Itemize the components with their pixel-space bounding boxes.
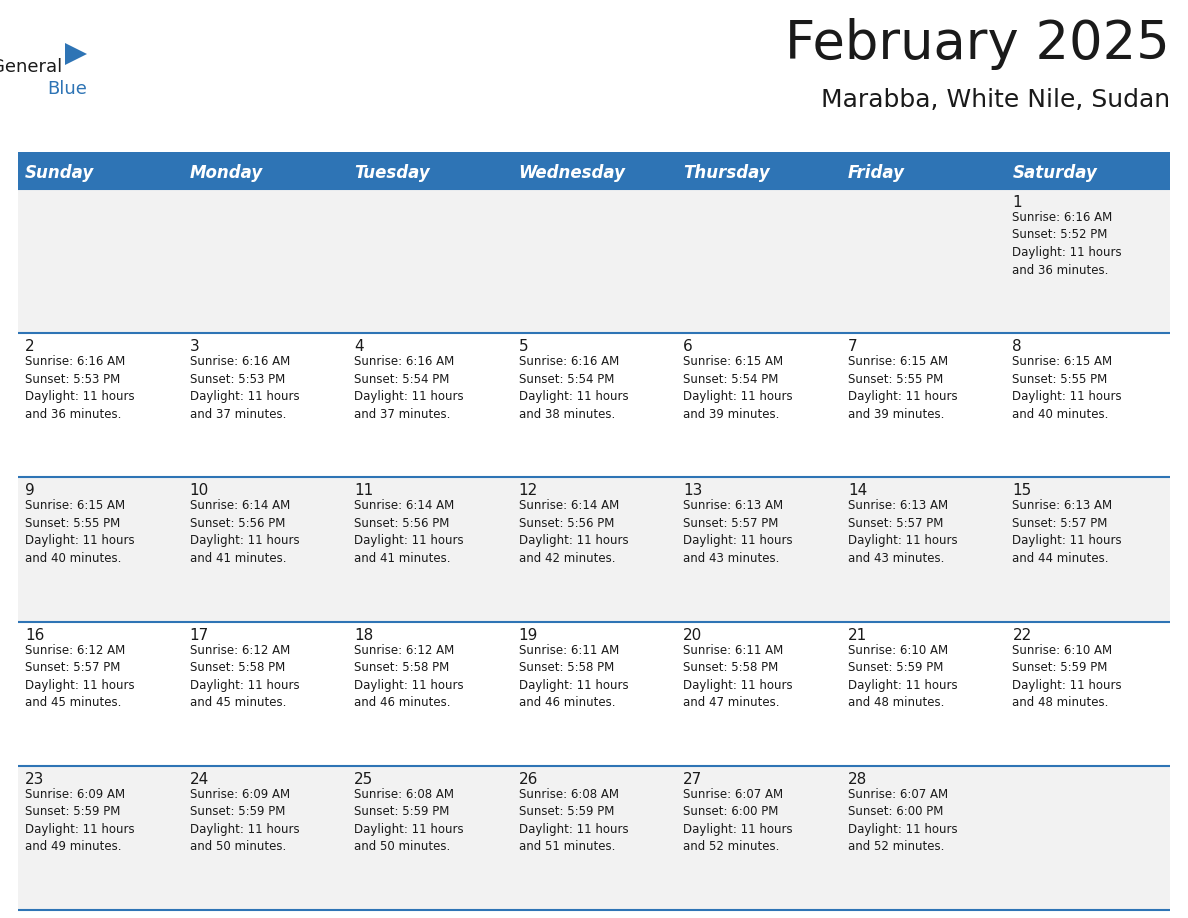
Text: Sunrise: 6:08 AM
Sunset: 5:59 PM
Daylight: 11 hours
and 50 minutes.: Sunrise: 6:08 AM Sunset: 5:59 PM Dayligh… [354,788,463,854]
Bar [18,189,1170,333]
Text: Sunrise: 6:14 AM
Sunset: 5:56 PM
Daylight: 11 hours
and 41 minutes.: Sunrise: 6:14 AM Sunset: 5:56 PM Dayligh… [354,499,463,565]
Text: 1: 1 [1012,195,1022,210]
Text: Sunrise: 6:12 AM
Sunset: 5:57 PM
Daylight: 11 hours
and 45 minutes.: Sunrise: 6:12 AM Sunset: 5:57 PM Dayligh… [25,644,134,709]
Text: 22: 22 [1012,628,1031,643]
Bar [18,621,1170,766]
Text: Thursday: Thursday [683,164,770,182]
Text: 14: 14 [848,484,867,498]
Text: Sunrise: 6:11 AM
Sunset: 5:58 PM
Daylight: 11 hours
and 47 minutes.: Sunrise: 6:11 AM Sunset: 5:58 PM Dayligh… [683,644,792,709]
Text: 10: 10 [190,484,209,498]
Text: Sunrise: 6:13 AM
Sunset: 5:57 PM
Daylight: 11 hours
and 43 minutes.: Sunrise: 6:13 AM Sunset: 5:57 PM Dayligh… [683,499,792,565]
Text: 15: 15 [1012,484,1031,498]
Text: Sunrise: 6:14 AM
Sunset: 5:56 PM
Daylight: 11 hours
and 41 minutes.: Sunrise: 6:14 AM Sunset: 5:56 PM Dayligh… [190,499,299,565]
Text: Sunrise: 6:15 AM
Sunset: 5:55 PM
Daylight: 11 hours
and 40 minutes.: Sunrise: 6:15 AM Sunset: 5:55 PM Dayligh… [25,499,134,565]
Text: 16: 16 [25,628,44,643]
Text: Friday: Friday [848,164,905,182]
Text: Sunrise: 6:16 AM
Sunset: 5:54 PM
Daylight: 11 hours
and 37 minutes.: Sunrise: 6:16 AM Sunset: 5:54 PM Dayligh… [354,355,463,420]
Text: 7: 7 [848,339,858,354]
Bar [1005,157,1170,189]
Text: Sunrise: 6:12 AM
Sunset: 5:58 PM
Daylight: 11 hours
and 46 minutes.: Sunrise: 6:12 AM Sunset: 5:58 PM Dayligh… [354,644,463,709]
Text: Sunrise: 6:16 AM
Sunset: 5:54 PM
Daylight: 11 hours
and 38 minutes.: Sunrise: 6:16 AM Sunset: 5:54 PM Dayligh… [519,355,628,420]
Text: 27: 27 [683,772,702,787]
Text: General: General [0,58,62,76]
Text: Sunrise: 6:13 AM
Sunset: 5:57 PM
Daylight: 11 hours
and 43 minutes.: Sunrise: 6:13 AM Sunset: 5:57 PM Dayligh… [848,499,958,565]
Text: Sunrise: 6:07 AM
Sunset: 6:00 PM
Daylight: 11 hours
and 52 minutes.: Sunrise: 6:07 AM Sunset: 6:00 PM Dayligh… [683,788,792,854]
Text: Sunrise: 6:09 AM
Sunset: 5:59 PM
Daylight: 11 hours
and 50 minutes.: Sunrise: 6:09 AM Sunset: 5:59 PM Dayligh… [190,788,299,854]
Text: Saturday: Saturday [1012,164,1098,182]
Text: Sunrise: 6:10 AM
Sunset: 5:59 PM
Daylight: 11 hours
and 48 minutes.: Sunrise: 6:10 AM Sunset: 5:59 PM Dayligh… [1012,644,1121,709]
Text: Tuesday: Tuesday [354,164,430,182]
Text: 5: 5 [519,339,529,354]
Text: 8: 8 [1012,339,1022,354]
Text: Marabba, White Nile, Sudan: Marabba, White Nile, Sudan [821,88,1170,112]
Text: 19: 19 [519,628,538,643]
Text: 21: 21 [848,628,867,643]
Text: Sunrise: 6:14 AM
Sunset: 5:56 PM
Daylight: 11 hours
and 42 minutes.: Sunrise: 6:14 AM Sunset: 5:56 PM Dayligh… [519,499,628,565]
Text: Sunrise: 6:07 AM
Sunset: 6:00 PM
Daylight: 11 hours
and 52 minutes.: Sunrise: 6:07 AM Sunset: 6:00 PM Dayligh… [848,788,958,854]
Text: Sunrise: 6:16 AM
Sunset: 5:52 PM
Daylight: 11 hours
and 36 minutes.: Sunrise: 6:16 AM Sunset: 5:52 PM Dayligh… [1012,211,1121,276]
Text: Sunday: Sunday [25,164,94,182]
Text: Sunrise: 6:16 AM
Sunset: 5:53 PM
Daylight: 11 hours
and 36 minutes.: Sunrise: 6:16 AM Sunset: 5:53 PM Dayligh… [25,355,134,420]
Text: 26: 26 [519,772,538,787]
Text: 12: 12 [519,484,538,498]
Bar [18,333,1170,477]
Bar [18,766,1170,910]
Text: Sunrise: 6:12 AM
Sunset: 5:58 PM
Daylight: 11 hours
and 45 minutes.: Sunrise: 6:12 AM Sunset: 5:58 PM Dayligh… [190,644,299,709]
Text: February 2025: February 2025 [785,18,1170,70]
Text: 4: 4 [354,339,364,354]
Text: 9: 9 [25,484,34,498]
Text: 24: 24 [190,772,209,787]
Text: Wednesday: Wednesday [519,164,626,182]
Text: Sunrise: 6:09 AM
Sunset: 5:59 PM
Daylight: 11 hours
and 49 minutes.: Sunrise: 6:09 AM Sunset: 5:59 PM Dayligh… [25,788,134,854]
Text: 23: 23 [25,772,44,787]
Text: Sunrise: 6:08 AM
Sunset: 5:59 PM
Daylight: 11 hours
and 51 minutes.: Sunrise: 6:08 AM Sunset: 5:59 PM Dayligh… [519,788,628,854]
Text: Sunrise: 6:15 AM
Sunset: 5:55 PM
Daylight: 11 hours
and 39 minutes.: Sunrise: 6:15 AM Sunset: 5:55 PM Dayligh… [848,355,958,420]
Bar [18,477,1170,621]
Bar [18,157,183,189]
Text: 17: 17 [190,628,209,643]
Text: 18: 18 [354,628,373,643]
Text: Monday: Monday [190,164,263,182]
Text: 2: 2 [25,339,34,354]
Bar [347,157,512,189]
Polygon shape [65,43,87,65]
Text: 11: 11 [354,484,373,498]
Text: Blue: Blue [48,80,87,98]
Text: 25: 25 [354,772,373,787]
Text: Sunrise: 6:15 AM
Sunset: 5:55 PM
Daylight: 11 hours
and 40 minutes.: Sunrise: 6:15 AM Sunset: 5:55 PM Dayligh… [1012,355,1121,420]
Bar [841,157,1005,189]
Text: 3: 3 [190,339,200,354]
Text: Sunrise: 6:11 AM
Sunset: 5:58 PM
Daylight: 11 hours
and 46 minutes.: Sunrise: 6:11 AM Sunset: 5:58 PM Dayligh… [519,644,628,709]
Text: Sunrise: 6:10 AM
Sunset: 5:59 PM
Daylight: 11 hours
and 48 minutes.: Sunrise: 6:10 AM Sunset: 5:59 PM Dayligh… [848,644,958,709]
Text: 13: 13 [683,484,702,498]
Bar [512,157,676,189]
Bar [18,152,1170,157]
Text: 20: 20 [683,628,702,643]
Text: 6: 6 [683,339,693,354]
Text: Sunrise: 6:13 AM
Sunset: 5:57 PM
Daylight: 11 hours
and 44 minutes.: Sunrise: 6:13 AM Sunset: 5:57 PM Dayligh… [1012,499,1121,565]
Text: Sunrise: 6:16 AM
Sunset: 5:53 PM
Daylight: 11 hours
and 37 minutes.: Sunrise: 6:16 AM Sunset: 5:53 PM Dayligh… [190,355,299,420]
Bar [676,157,841,189]
Text: Sunrise: 6:15 AM
Sunset: 5:54 PM
Daylight: 11 hours
and 39 minutes.: Sunrise: 6:15 AM Sunset: 5:54 PM Dayligh… [683,355,792,420]
Text: 28: 28 [848,772,867,787]
Bar [183,157,347,189]
